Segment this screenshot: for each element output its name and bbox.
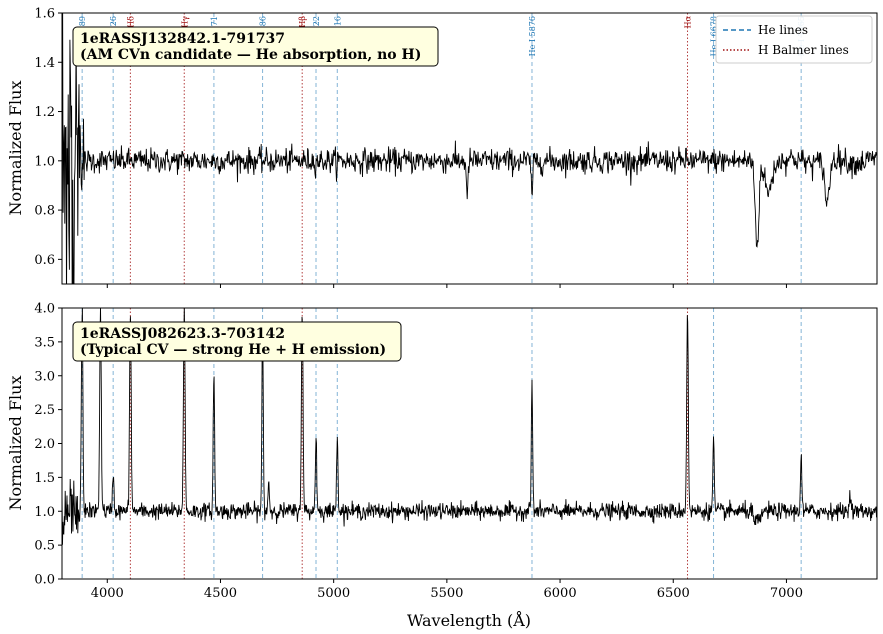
bottom-y-tick-label: 3.0 <box>34 369 55 384</box>
bottom-x-tick-label: 6500 <box>657 586 690 601</box>
bottom-y-tick-label: 2.0 <box>34 437 55 452</box>
bottom-y-ticks: 0.0 0.5 1.0 1.5 2.0 2.5 3.0 3.5 4.0 <box>34 302 62 588</box>
bottom-y-tick-label: 4.0 <box>34 302 55 317</box>
bottom-y-axis-label: Normalized Flux <box>6 376 25 511</box>
top-annotation-line-2: (AM CVn candidate — He absorption, no H) <box>80 47 421 63</box>
bottom-panel: 0.0 0.5 1.0 1.5 2.0 2.5 3.0 3.5 4.0 4000 4500 5000… <box>6 302 878 630</box>
legend-he-label: He lines <box>758 23 808 37</box>
top-y-tick-label: 1.0 <box>34 154 55 169</box>
spectral-line-label: Hα <box>684 15 693 28</box>
top-y-tick-label: 1.2 <box>34 105 55 120</box>
bottom-y-tick-label: 1.0 <box>34 505 55 520</box>
bottom-spectrum-line <box>62 308 877 545</box>
legend: He lines H Balmer lines <box>715 15 873 64</box>
bottom-y-tick-label: 1.5 <box>34 471 55 486</box>
top-y-tick-label: 0.8 <box>34 204 55 219</box>
spectral-line-label: He I 5876 <box>528 16 537 56</box>
bottom-y-tick-label: 3.5 <box>34 335 55 350</box>
bottom-x-ticks: 4000 4500 5000 5500 6000 6500 7000 <box>91 579 803 601</box>
top-spectrum <box>62 13 877 284</box>
bottom-annotation-line-2: (Typical CV — strong He + H emission) <box>80 342 386 358</box>
bottom-x-tick-label: 5500 <box>430 586 463 601</box>
top-annotation-box: 1eRASSJ132842.1-791737 (AM CVn candidate… <box>72 26 439 67</box>
spectral-line-label: Hγ <box>180 16 189 28</box>
top-y-tick-label: 0.6 <box>34 253 55 268</box>
spectral-line-label: He I 6678 <box>710 16 719 56</box>
legend-h-label: H Balmer lines <box>758 43 849 57</box>
top-y-tick-label: 1.6 <box>34 7 55 22</box>
top-y-tick-label: 1.4 <box>34 56 55 71</box>
bottom-x-tick-label: 4000 <box>91 586 124 601</box>
top-annotation-line-1: 1eRASSJ132842.1-791737 <box>80 31 285 47</box>
top-x-ticks <box>106 284 787 288</box>
top-spectrum-line <box>62 13 877 284</box>
top-panel: He I 3889He I 4026HδHγHe I 4471He II 468… <box>6 7 878 288</box>
bottom-y-tick-label: 2.5 <box>34 403 55 418</box>
top-y-axis-label: Normalized Flux <box>6 81 25 216</box>
spectral-line-label: Hδ <box>126 16 135 28</box>
bottom-y-tick-label: 0.0 <box>34 573 55 588</box>
spectral-line-label: Hβ <box>298 16 307 28</box>
legend-box <box>715 15 873 64</box>
bottom-x-tick-label: 4500 <box>204 586 237 601</box>
bottom-spectrum <box>62 308 877 545</box>
bottom-annotation-box: 1eRASSJ082623.3-703142 (Typical CV — str… <box>72 321 402 362</box>
bottom-annotation-line-1: 1eRASSJ082623.3-703142 <box>80 326 285 342</box>
bottom-x-tick-label: 7000 <box>770 586 803 601</box>
bottom-x-tick-label: 6000 <box>544 586 577 601</box>
top-y-ticks: 0.6 0.8 1.0 1.2 1.4 1.6 <box>34 7 62 268</box>
bottom-y-tick-label: 0.5 <box>34 539 55 554</box>
top-axes-frame <box>61 12 878 285</box>
bottom-x-tick-label: 5000 <box>317 586 350 601</box>
x-axis-label: Wavelength (Å) <box>407 610 531 630</box>
